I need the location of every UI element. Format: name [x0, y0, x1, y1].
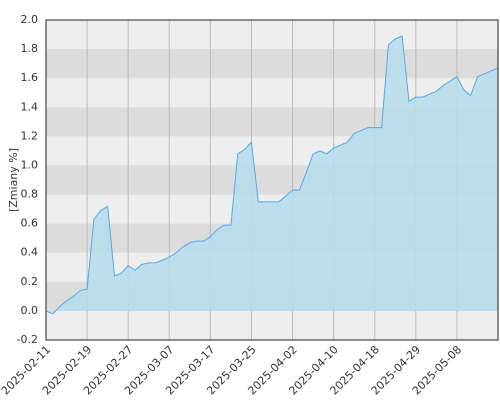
y-tick-label: 0.2: [21, 275, 39, 288]
y-tick-label: 0.6: [21, 217, 39, 230]
y-axis-label: [Zmiany %]: [7, 148, 20, 212]
grid-band: [46, 49, 498, 79]
y-tick-label: 0.4: [21, 246, 39, 259]
area-line: [45, 35, 499, 315]
area-fill: [46, 36, 498, 314]
y-tick-label: 0.0: [21, 304, 39, 317]
y-tick-label: 2.0: [21, 13, 39, 26]
y-tick-label: 1.8: [21, 42, 39, 55]
y-tick-label: 1.0: [21, 158, 39, 171]
y-tick-label: 1.2: [21, 129, 39, 142]
y-tick-label: 1.6: [21, 71, 39, 84]
plot-border: [45, 19, 499, 341]
y-tick-label: -0.2: [17, 333, 38, 346]
y-tick-label: 1.4: [21, 100, 39, 113]
y-tick-label: 0.8: [21, 188, 39, 201]
